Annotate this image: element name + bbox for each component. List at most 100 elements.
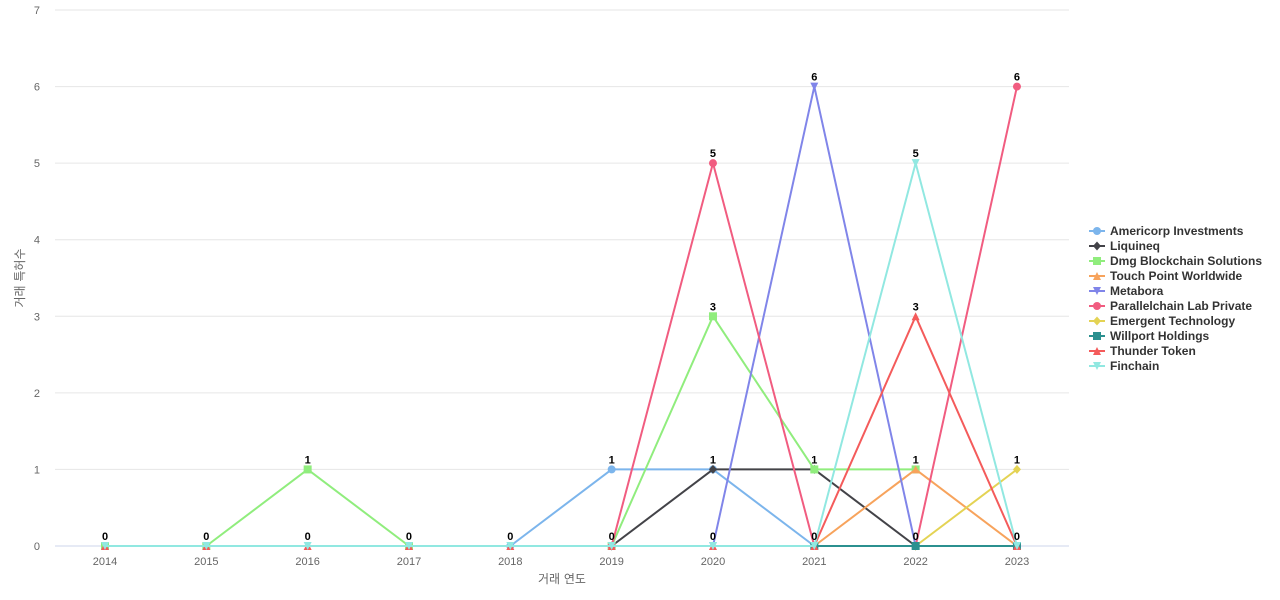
data-point-touch-point-worldwide bbox=[911, 465, 920, 474]
legend-item-liquineq[interactable]: Liquineq bbox=[1089, 239, 1160, 253]
data-label: 1 bbox=[1014, 454, 1020, 466]
data-label: 1 bbox=[710, 454, 716, 466]
legend-item-dmg-blockchain-solutions[interactable]: Dmg Blockchain Solutions bbox=[1089, 254, 1262, 268]
legend-label: Willport Holdings bbox=[1110, 329, 1210, 343]
legend-label: Emergent Technology bbox=[1110, 314, 1235, 328]
data-label: 0 bbox=[203, 531, 209, 543]
x-tick-label: 2022 bbox=[903, 556, 927, 568]
x-tick-label: 2020 bbox=[701, 556, 725, 568]
data-point-parallelchain-lab-private bbox=[1012, 82, 1021, 91]
series-thunder-token bbox=[101, 312, 1021, 550]
legend-swatch-marker bbox=[1093, 362, 1101, 370]
x-tick-label: 2019 bbox=[599, 556, 623, 568]
x-axis-title: 거래 연도 bbox=[538, 572, 586, 586]
data-label: 1 bbox=[913, 454, 919, 466]
legend-item-americorp-investments[interactable]: Americorp Investments bbox=[1089, 224, 1244, 238]
y-tick-label: 5 bbox=[34, 158, 40, 170]
data-point-finchain bbox=[1012, 542, 1021, 550]
series-dmg-blockchain-solutions bbox=[101, 312, 920, 550]
legend-item-thunder-token[interactable]: Thunder Token bbox=[1089, 344, 1196, 358]
data-point-finchain bbox=[404, 542, 413, 550]
data-label: 0 bbox=[102, 531, 108, 543]
y-tick-label: 0 bbox=[34, 541, 40, 553]
data-label: 5 bbox=[710, 148, 716, 160]
data-point-finchain bbox=[202, 542, 211, 550]
data-point-dmg-blockchain-solutions bbox=[303, 465, 312, 474]
data-label: 0 bbox=[1014, 531, 1020, 543]
series-line-dmg-blockchain-solutions bbox=[610, 315, 916, 547]
legend-swatch-marker bbox=[1093, 272, 1101, 280]
data-point-parallelchain-lab-private bbox=[708, 159, 717, 168]
data-label: 3 bbox=[913, 301, 919, 313]
legend-item-parallelchain-lab-private[interactable]: Parallelchain Lab Private bbox=[1089, 299, 1252, 313]
legend-swatch-marker bbox=[1093, 347, 1101, 355]
x-tick-label: 2014 bbox=[93, 556, 117, 568]
data-labels: 0 0 1 0 0 0 1 0 5 3 1 0 6 1 0 5 3 1 0 6 1 0 bbox=[102, 72, 1020, 543]
x-tick-label: 2018 bbox=[498, 556, 522, 568]
legend-label: Thunder Token bbox=[1110, 344, 1196, 358]
data-label: 1 bbox=[609, 454, 615, 466]
data-point-finchain bbox=[708, 542, 717, 550]
legend-swatch-marker bbox=[1093, 227, 1101, 235]
series-line-thunder-token bbox=[105, 315, 1018, 547]
data-point-thunder-token bbox=[911, 312, 920, 321]
data-point-metabora bbox=[810, 82, 819, 91]
data-label: 0 bbox=[710, 531, 716, 543]
data-point-finchain bbox=[506, 542, 515, 550]
data-point-willport-holdings bbox=[911, 542, 920, 550]
data-point-finchain bbox=[607, 542, 616, 550]
legend-swatch-marker bbox=[1093, 302, 1101, 310]
legend-label: Dmg Blockchain Solutions bbox=[1110, 254, 1262, 268]
data-label: 1 bbox=[305, 454, 311, 466]
legend-label: Liquineq bbox=[1110, 239, 1160, 253]
data-point-finchain bbox=[303, 542, 312, 550]
data-label: 0 bbox=[811, 531, 817, 543]
legend-item-willport-holdings[interactable]: Willport Holdings bbox=[1089, 329, 1210, 343]
data-label: 6 bbox=[811, 72, 817, 84]
data-point-dmg-blockchain-solutions bbox=[810, 465, 819, 474]
series-line-finchain bbox=[105, 162, 1018, 547]
data-label: 0 bbox=[406, 531, 412, 543]
data-label: 1 bbox=[811, 454, 817, 466]
y-axis-ticks: 0 1 2 3 4 5 6 7 bbox=[34, 5, 40, 553]
data-point-emergent-technology bbox=[1012, 464, 1021, 474]
x-tick-label: 2017 bbox=[397, 556, 421, 568]
legend-swatch-marker bbox=[1093, 332, 1101, 340]
series-willport-holdings bbox=[810, 542, 1021, 550]
data-label: 5 bbox=[913, 148, 919, 160]
data-label: 0 bbox=[507, 531, 513, 543]
x-tick-label: 2015 bbox=[194, 556, 218, 568]
legend-item-touch-point-worldwide[interactable]: Touch Point Worldwide bbox=[1089, 269, 1243, 283]
y-tick-label: 2 bbox=[34, 388, 40, 400]
legend-swatch-marker bbox=[1093, 287, 1101, 295]
data-point-americorp-investments bbox=[607, 465, 616, 474]
legend-swatch-marker bbox=[1093, 316, 1101, 326]
x-tick-label: 2016 bbox=[295, 556, 319, 568]
data-point-liquineq bbox=[708, 464, 717, 474]
series-line-dmg-blockchain-solutions bbox=[105, 468, 410, 547]
series-layer bbox=[101, 82, 1021, 551]
legend-label: Parallelchain Lab Private bbox=[1110, 299, 1252, 313]
data-point-dmg-blockchain-solutions bbox=[708, 312, 717, 321]
data-label: 0 bbox=[913, 531, 919, 543]
data-point-finchain bbox=[810, 542, 819, 550]
legend-label: Touch Point Worldwide bbox=[1110, 269, 1243, 283]
legend-label: Finchain bbox=[1110, 359, 1159, 373]
y-tick-label: 4 bbox=[34, 235, 40, 247]
legend-swatch-marker bbox=[1093, 241, 1101, 251]
data-label: 0 bbox=[305, 531, 311, 543]
data-point-finchain bbox=[101, 542, 109, 550]
legend-label: Metabora bbox=[1110, 284, 1164, 298]
x-tick-label: 2023 bbox=[1005, 556, 1029, 568]
legend-item-emergent-technology[interactable]: Emergent Technology bbox=[1089, 314, 1235, 328]
y-tick-label: 6 bbox=[34, 82, 40, 94]
data-label: 6 bbox=[1014, 72, 1020, 84]
series-line-americorp-investments bbox=[509, 468, 815, 547]
legend-item-finchain[interactable]: Finchain bbox=[1089, 359, 1159, 373]
data-label: 0 bbox=[609, 531, 615, 543]
y-tick-label: 7 bbox=[34, 5, 40, 17]
legend-item-metabora[interactable]: Metabora bbox=[1089, 284, 1164, 298]
